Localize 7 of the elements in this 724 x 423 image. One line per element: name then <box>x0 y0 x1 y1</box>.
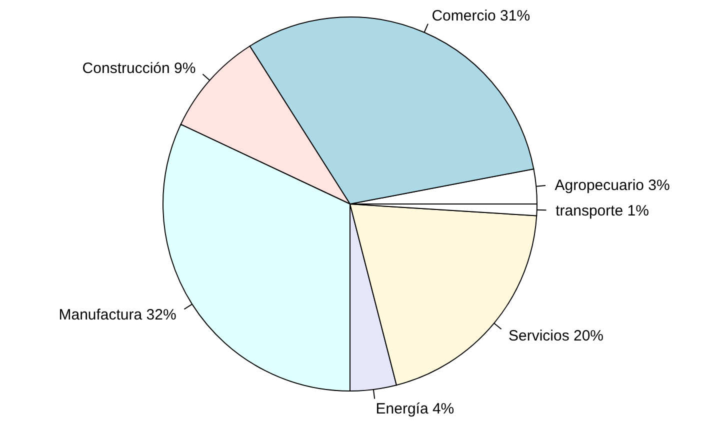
slice-label: Agropecuario 3% <box>554 176 670 194</box>
slice-label: Comercio 31% <box>432 7 530 24</box>
slice-label: transporte 1% <box>556 202 649 220</box>
slice-label: Construcción 9% <box>82 60 196 78</box>
slice-label: Manufactura 32% <box>58 306 176 324</box>
slice-label: Energía 4% <box>376 400 454 418</box>
slice-label: Servicios 20% <box>508 327 604 344</box>
